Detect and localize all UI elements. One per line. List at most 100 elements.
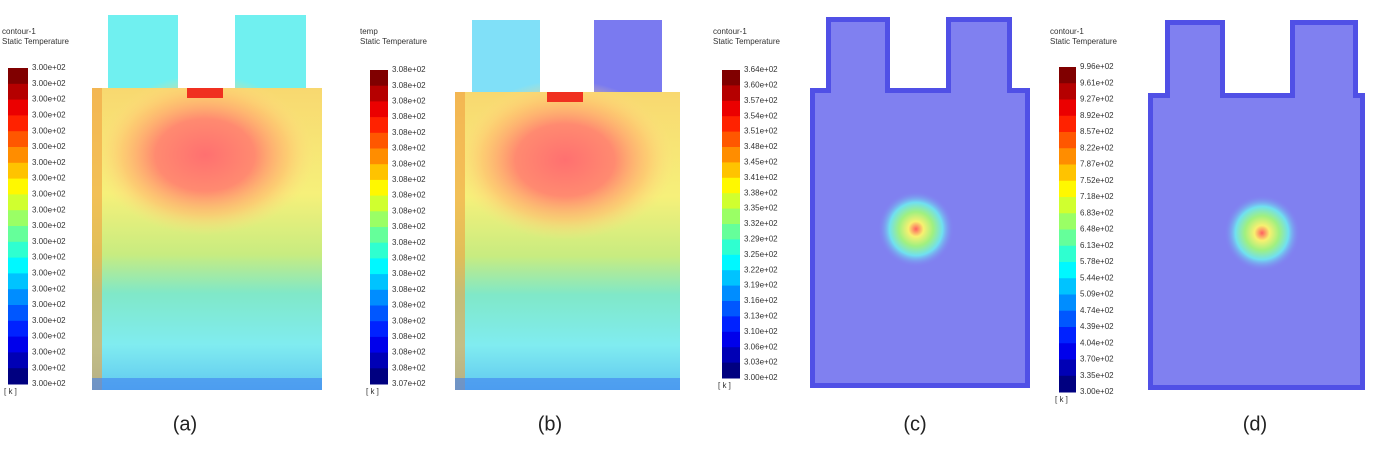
colorbar-band bbox=[1059, 213, 1076, 230]
colorbar-band bbox=[8, 257, 28, 274]
colorbar-band bbox=[722, 131, 740, 148]
scale-label: 3.08e+02 bbox=[392, 112, 426, 121]
colorbar-band bbox=[722, 116, 740, 133]
colorbar-band bbox=[722, 85, 740, 102]
colorbar-band bbox=[370, 258, 388, 275]
colorbar-band bbox=[8, 131, 28, 148]
inlet-fill bbox=[235, 15, 306, 88]
colorbar-band bbox=[370, 368, 388, 385]
domain bbox=[92, 15, 322, 390]
scale-label: 8.57e+02 bbox=[1080, 127, 1114, 136]
scale-label: 3.00e+02 bbox=[32, 316, 66, 325]
colorbar-band bbox=[370, 117, 388, 134]
scale-label: 3.08e+02 bbox=[392, 81, 426, 90]
colorbar-band bbox=[722, 331, 740, 348]
colorbar-band bbox=[370, 164, 388, 181]
caption: (b) bbox=[538, 413, 562, 435]
scale-label: 7.87e+02 bbox=[1080, 160, 1114, 169]
scale-label: 3.00e+02 bbox=[32, 253, 66, 262]
bottom-edge bbox=[92, 378, 322, 390]
unit-label: [ k ] bbox=[366, 387, 379, 396]
scale-label: 9.27e+02 bbox=[1080, 95, 1114, 104]
colorbar-band bbox=[1059, 343, 1076, 360]
colorbar-band bbox=[722, 70, 740, 86]
colorbar-band bbox=[1059, 148, 1076, 165]
scale-label: 5.78e+02 bbox=[1080, 257, 1114, 266]
colorbar-band bbox=[8, 289, 28, 306]
scale-label: 3.00e+02 bbox=[32, 126, 66, 135]
colorbar-band bbox=[8, 226, 28, 243]
legend-title: Static Temperature bbox=[713, 37, 781, 46]
colorbar-band bbox=[1059, 262, 1076, 279]
colorbar-band bbox=[370, 352, 388, 369]
colorbar-band bbox=[370, 227, 388, 244]
scale-label: 3.00e+02 bbox=[32, 300, 66, 309]
colorbar-band bbox=[8, 178, 28, 195]
scale-label: 3.00e+02 bbox=[32, 205, 66, 214]
scale-label: 8.92e+02 bbox=[1080, 111, 1114, 120]
colorbar-band bbox=[1059, 164, 1076, 182]
caption: (d) bbox=[1243, 413, 1267, 435]
scale-label: 3.00e+02 bbox=[32, 221, 66, 230]
colorbar-band bbox=[370, 195, 388, 212]
colorbar-band bbox=[8, 210, 28, 227]
scale-label: 3.08e+02 bbox=[392, 348, 426, 357]
scale-label: 6.48e+02 bbox=[1080, 225, 1114, 234]
scale-label: 7.18e+02 bbox=[1080, 192, 1114, 201]
scale-label: 3.00e+02 bbox=[32, 174, 66, 183]
inlet-fill bbox=[108, 15, 178, 88]
scale-label: 3.19e+02 bbox=[744, 281, 778, 290]
colorbar-band bbox=[8, 352, 28, 369]
colorbar-band bbox=[722, 162, 740, 179]
colorbar-band bbox=[370, 321, 388, 338]
colorbar-band bbox=[370, 70, 388, 87]
hot-spot bbox=[1224, 195, 1300, 271]
scale-label: 3.38e+02 bbox=[744, 188, 778, 197]
colorbar-band bbox=[1059, 278, 1076, 295]
scale-label: 6.83e+02 bbox=[1080, 208, 1114, 217]
colorbar-band bbox=[8, 336, 28, 353]
colorbar-band bbox=[722, 239, 740, 256]
scale-label: 3.25e+02 bbox=[744, 250, 778, 259]
hot-spot bbox=[878, 191, 954, 267]
colorbar-band bbox=[1059, 83, 1076, 100]
domain bbox=[455, 20, 680, 390]
colorbar-band bbox=[1059, 245, 1076, 263]
colorbar-band bbox=[8, 368, 28, 385]
hot-region bbox=[95, 75, 315, 235]
bottom-edge bbox=[455, 378, 680, 390]
scale-label: 3.00e+02 bbox=[32, 190, 66, 199]
scale-label: 3.00e+02 bbox=[744, 373, 778, 382]
inlet-hot bbox=[547, 92, 583, 102]
scale-label: 3.00e+02 bbox=[32, 284, 66, 293]
colorbar-band bbox=[370, 148, 388, 165]
colorbar-band bbox=[1059, 327, 1076, 344]
scale-label: 3.08e+02 bbox=[392, 238, 426, 247]
scale-label: 3.64e+02 bbox=[744, 65, 778, 74]
colorbar-band bbox=[1059, 294, 1076, 312]
colorbar-band bbox=[722, 285, 740, 302]
caption: (a) bbox=[173, 413, 197, 435]
colorbar-band bbox=[1059, 67, 1076, 84]
colorbar-band bbox=[1059, 197, 1076, 214]
scale-label: 3.70e+02 bbox=[1080, 355, 1114, 364]
scale-label: 3.60e+02 bbox=[744, 81, 778, 90]
scale-label: 3.08e+02 bbox=[392, 254, 426, 263]
colorbar-band bbox=[370, 211, 388, 228]
scale-label: 3.13e+02 bbox=[744, 312, 778, 321]
scale-label: 3.00e+02 bbox=[32, 79, 66, 88]
scale-label: 4.04e+02 bbox=[1080, 338, 1114, 347]
scale-label: 7.52e+02 bbox=[1080, 176, 1114, 185]
colorbar-band bbox=[1059, 132, 1076, 149]
inlet-fill bbox=[594, 20, 662, 92]
colorbar-band bbox=[722, 362, 740, 379]
legend-title: Static Temperature bbox=[1050, 37, 1118, 46]
legend-title: Static Temperature bbox=[2, 37, 70, 46]
scale-label: 3.00e+02 bbox=[32, 379, 66, 388]
colorbar-band bbox=[722, 301, 740, 317]
scale-label: 3.57e+02 bbox=[744, 96, 778, 105]
colorbar-band bbox=[722, 224, 740, 240]
colorbar-band bbox=[722, 177, 740, 194]
